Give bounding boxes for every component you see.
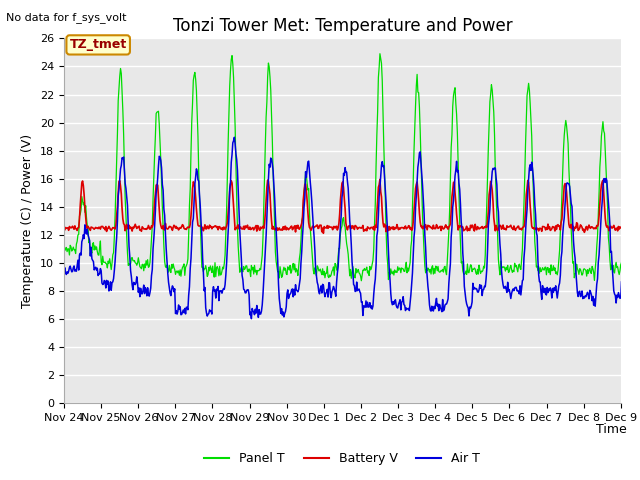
Air T	[60, 268, 68, 274]
X-axis label: Time: Time	[596, 423, 627, 436]
Text: No data for f_sys_volt: No data for f_sys_volt	[6, 12, 127, 23]
Battery V	[268, 226, 276, 232]
Battery V	[319, 230, 327, 236]
Panel T	[291, 261, 299, 267]
Panel T	[376, 51, 384, 57]
Battery V	[291, 223, 299, 228]
Line: Panel T: Panel T	[64, 54, 640, 281]
Panel T	[60, 240, 68, 246]
Y-axis label: Temperature (C) / Power (V): Temperature (C) / Power (V)	[22, 134, 35, 308]
Air T	[424, 284, 432, 289]
Line: Battery V: Battery V	[64, 180, 640, 233]
Panel T	[239, 269, 246, 275]
Air T	[270, 180, 278, 186]
Text: TZ_tmet: TZ_tmet	[70, 38, 127, 51]
Battery V	[424, 222, 432, 228]
Air T	[230, 134, 238, 140]
Battery V	[239, 226, 246, 232]
Air T	[292, 287, 300, 293]
Air T	[248, 316, 255, 322]
Panel T	[130, 258, 138, 264]
Panel T	[424, 265, 432, 271]
Air T	[240, 287, 248, 292]
Panel T	[358, 278, 365, 284]
Line: Air T: Air T	[64, 137, 640, 319]
Battery V	[60, 227, 68, 232]
Air T	[458, 219, 465, 225]
Title: Tonzi Tower Met: Temperature and Power: Tonzi Tower Met: Temperature and Power	[173, 17, 512, 36]
Panel T	[458, 260, 465, 266]
Panel T	[268, 136, 276, 142]
Legend: Panel T, Battery V, Air T: Panel T, Battery V, Air T	[200, 447, 485, 470]
Battery V	[376, 177, 384, 182]
Battery V	[458, 223, 465, 229]
Battery V	[130, 225, 138, 231]
Air T	[130, 279, 138, 285]
